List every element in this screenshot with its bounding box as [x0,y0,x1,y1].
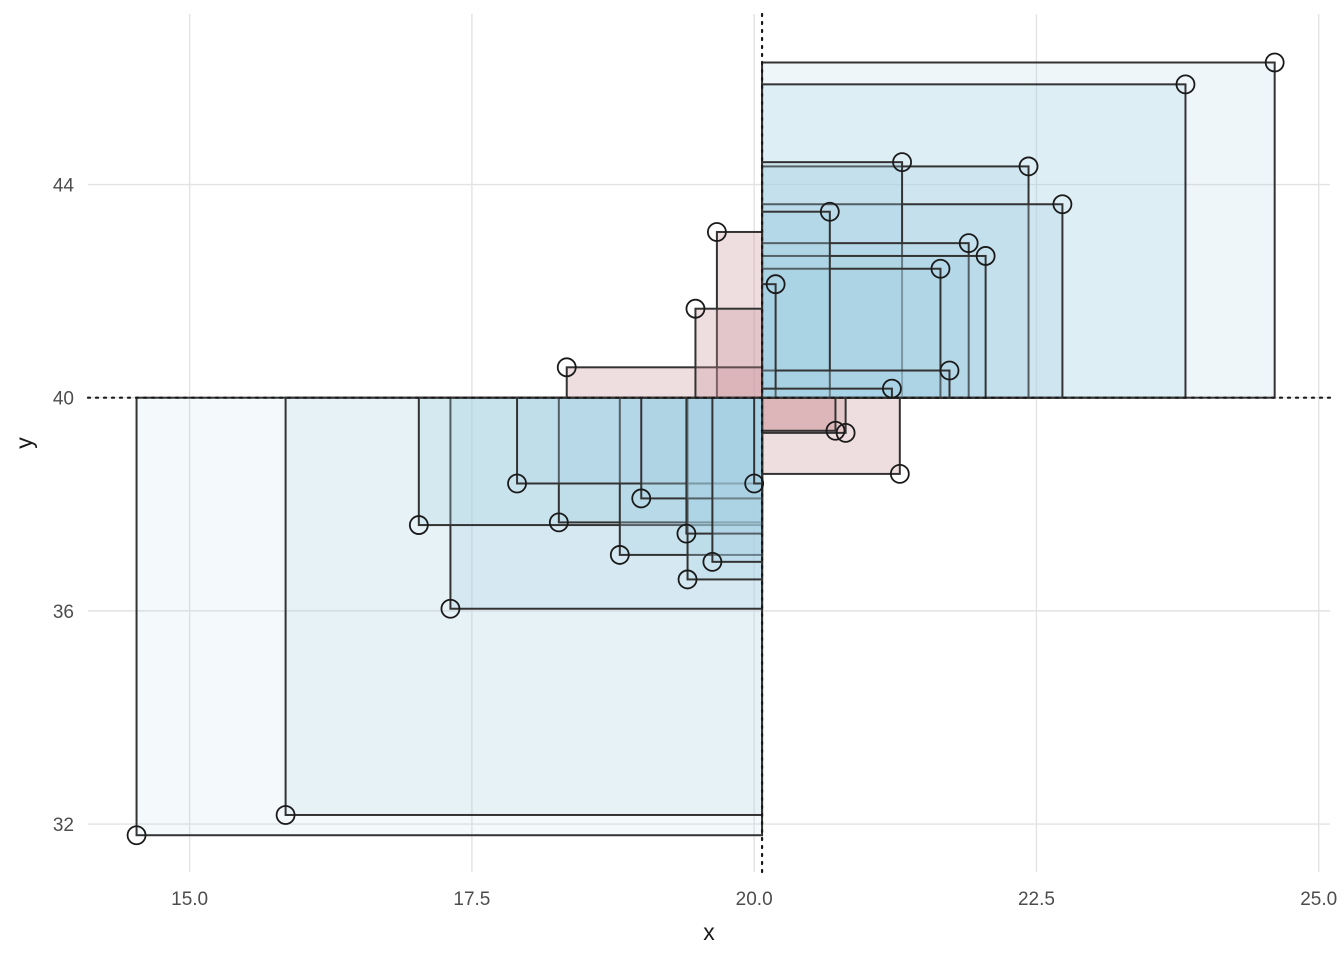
x-tick-label: 15.0 [171,889,208,910]
covariance-rect [761,254,987,399]
covariance-rectangles [135,61,1276,837]
tick-labels: 15.0 17.5 20.0 22.5 25.0 32 36 40 44 [53,176,1337,910]
gridlines [88,14,1330,872]
data-point [507,473,527,494]
covariance-rect [694,307,764,399]
data-point [609,545,630,565]
data-point [882,378,902,399]
x-tick-label: 22.5 [1018,889,1055,910]
x-tick-label: 20.0 [736,889,773,910]
data-point [975,246,996,266]
data-point [765,274,786,295]
data-point [1052,194,1073,215]
y-tick-label: 40 [53,389,74,410]
covariance-rect [715,230,764,399]
data-point [825,420,846,441]
covariance-rect [761,396,837,432]
covariance-rect [761,203,1064,399]
covariance-rect [618,396,764,556]
data-point [939,360,960,381]
data-point [408,515,429,535]
covariance-rect [284,396,764,816]
data-point [1175,74,1196,95]
covariance-rect [640,396,764,500]
data-point [631,488,652,509]
data-point [930,258,951,279]
covariance-rect [516,396,764,485]
data-point [707,222,727,242]
covariance-rect [417,396,764,527]
data-point [685,298,706,319]
y-tick-label: 36 [53,602,74,623]
data-point [556,357,577,378]
covariance-rect [686,396,764,581]
covariance-rect [761,283,777,399]
data-point [126,825,147,846]
data-point [1264,52,1285,73]
x-tick-label: 17.5 [453,889,490,910]
y-axis-title: y [11,437,37,449]
data-point [892,152,912,173]
y-tick-label: 32 [53,815,74,836]
x-tick-label: 25.0 [1300,889,1337,910]
data-point [958,233,979,254]
data-point [889,464,910,484]
data-point [744,473,765,494]
covariance-rect [753,396,764,485]
data-point [676,523,697,544]
data-point [677,569,698,590]
covariance-rect [761,396,901,475]
data-point [819,201,840,222]
data-point [702,551,723,572]
covariance-rect [761,210,831,399]
covariance-rect [449,396,764,610]
data-point [835,422,856,443]
covariance-rect [761,387,893,399]
covariance-rect [761,396,847,434]
x-axis-title: x [703,919,715,945]
data-point [275,805,296,825]
y-tick-label: 44 [53,176,75,197]
data-points [126,52,1285,846]
mean-reference-lines [86,12,1332,874]
data-point [1018,156,1039,177]
data-point [440,598,461,619]
data-point [548,512,569,533]
